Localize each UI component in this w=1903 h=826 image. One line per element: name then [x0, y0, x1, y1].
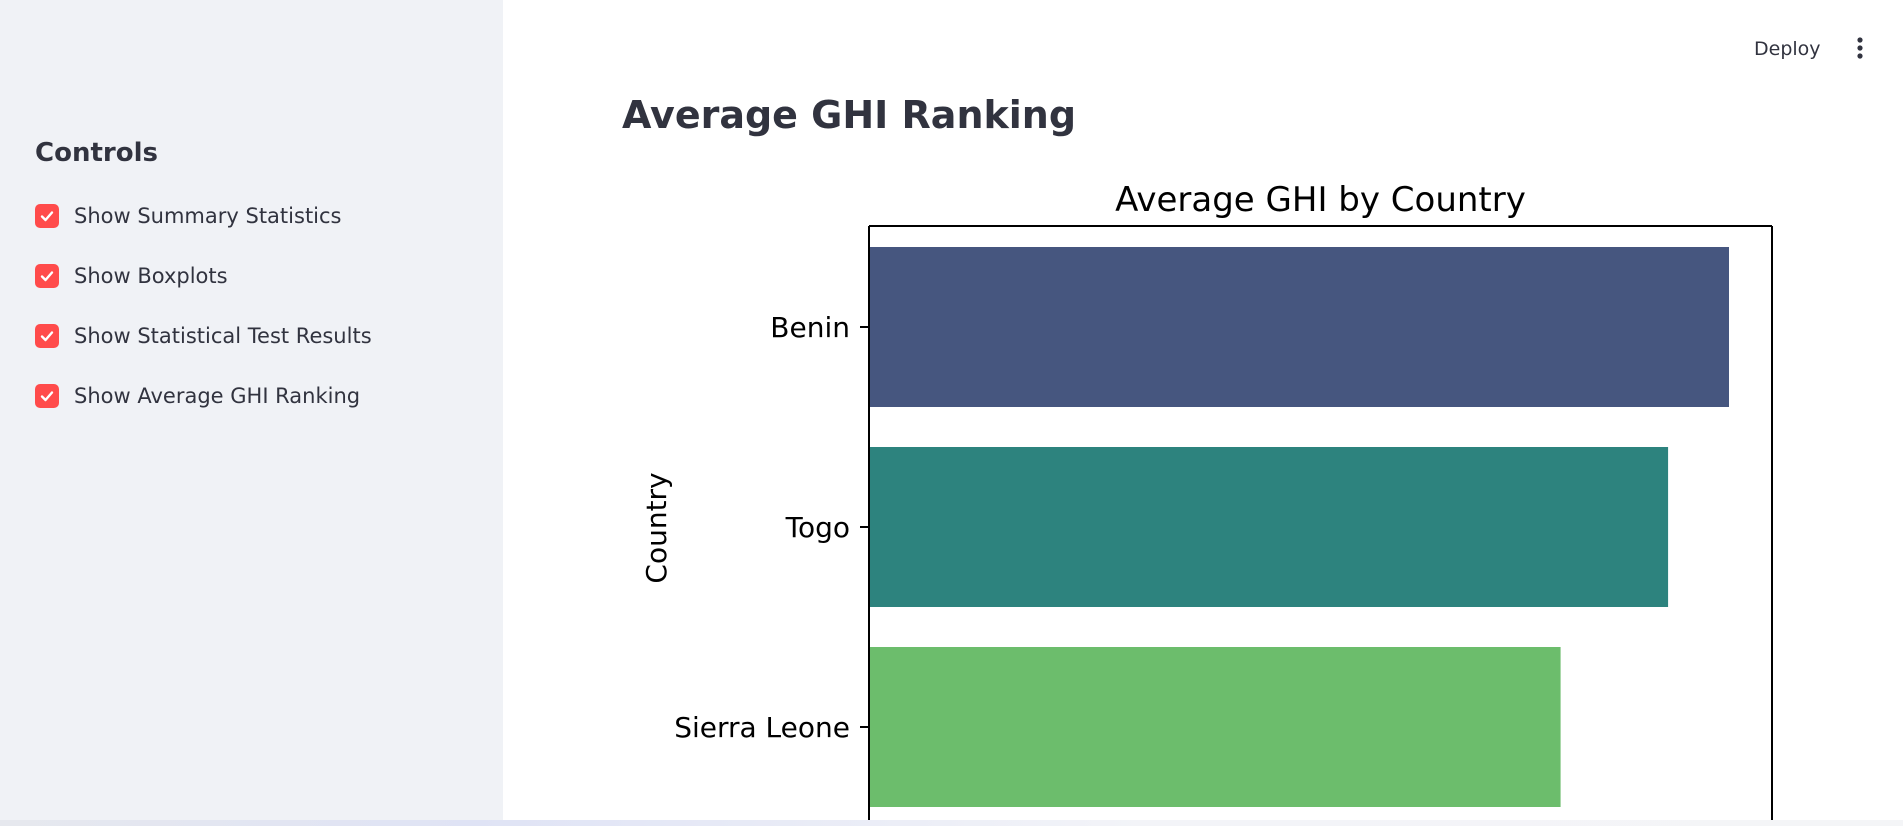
checkbox-show-average-ghi-ranking[interactable]: Show Average GHI Ranking — [35, 382, 360, 410]
checkbox-checked-icon[interactable] — [35, 384, 59, 408]
checkbox-label[interactable]: Show Summary Statistics — [74, 204, 342, 228]
bar — [869, 247, 1729, 407]
checkbox-show-boxplots[interactable]: Show Boxplots — [35, 262, 228, 290]
y-tick-label: Sierra Leone — [674, 711, 850, 744]
bar — [869, 647, 1561, 807]
y-tick-label: Togo — [785, 511, 850, 544]
page-title: Average GHI Ranking — [622, 93, 1077, 137]
checkbox-checked-icon[interactable] — [35, 264, 59, 288]
sidebar-title: Controls — [35, 138, 158, 168]
checkbox-show-statistical-test-results[interactable]: Show Statistical Test Results — [35, 322, 372, 350]
y-axis-label: Country — [640, 472, 673, 583]
checkbox-show-summary-statistics[interactable]: Show Summary Statistics — [35, 202, 342, 230]
bar — [869, 447, 1669, 607]
checkbox-label[interactable]: Show Statistical Test Results — [74, 324, 372, 348]
chart-title: Average GHI by Country — [1115, 180, 1526, 220]
checkbox-checked-icon[interactable] — [35, 324, 59, 348]
y-tick-label: Benin — [770, 311, 850, 344]
bottom-scroll-edge — [0, 820, 1903, 826]
deploy-button[interactable]: Deploy — [1754, 38, 1821, 60]
sidebar: Controls Show Summary Statistics Show Bo… — [0, 0, 503, 820]
checkbox-label[interactable]: Show Boxplots — [74, 264, 228, 288]
checkbox-label[interactable]: Show Average GHI Ranking — [74, 384, 361, 408]
bar-chart: Average GHI by Country Country Benin Togo Si… — [640, 180, 1773, 826]
kebab-menu-icon[interactable] — [1848, 34, 1872, 62]
checkbox-checked-icon[interactable] — [35, 204, 59, 228]
